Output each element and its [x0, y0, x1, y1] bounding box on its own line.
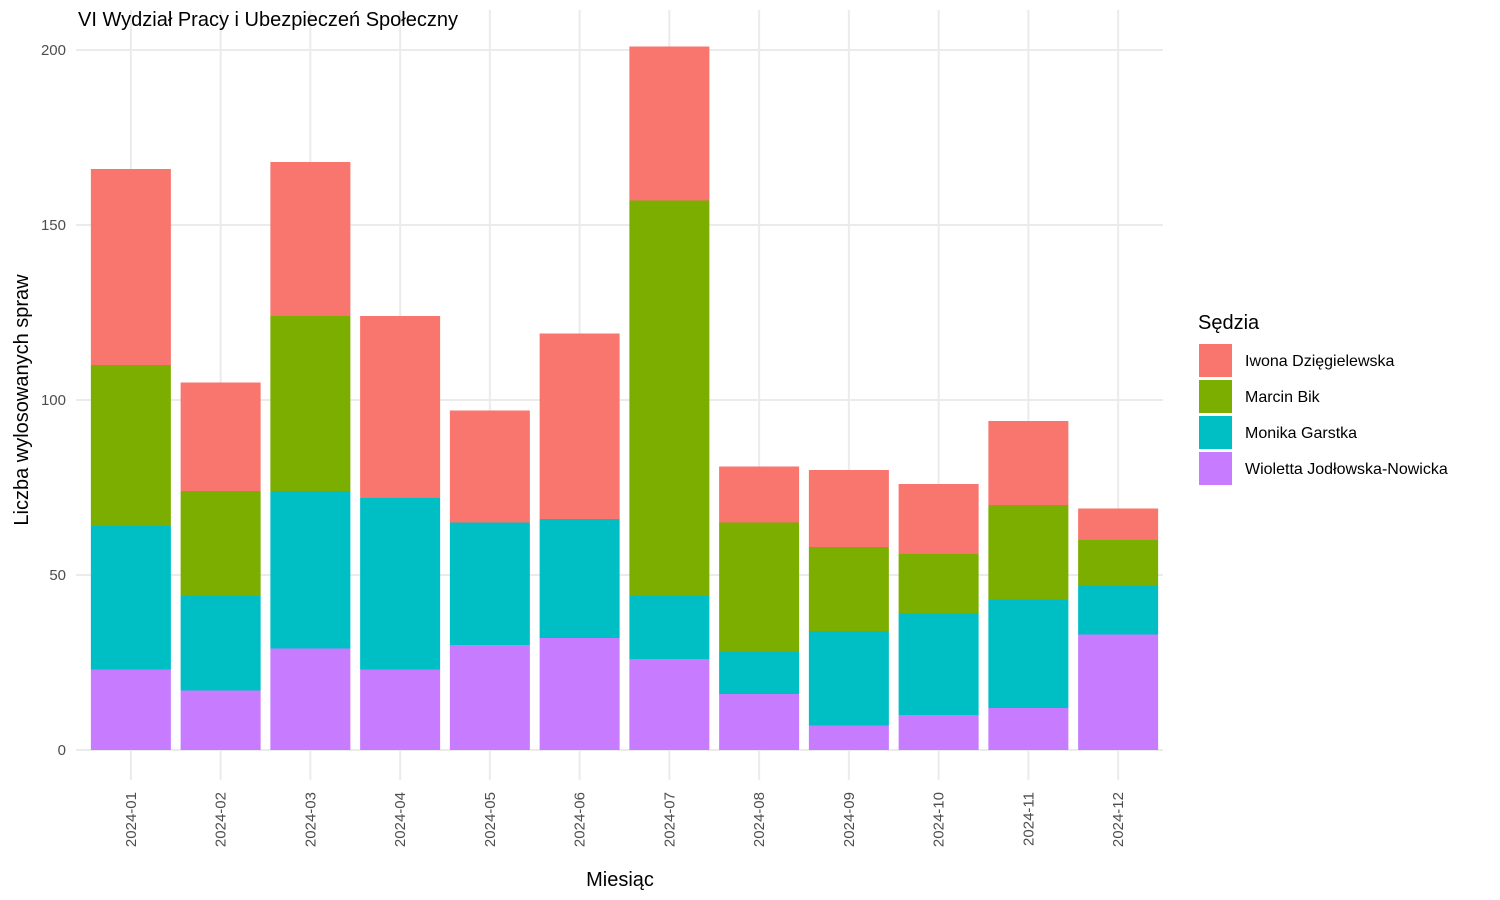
bar-segment [539, 519, 620, 638]
bar-segment [270, 648, 351, 750]
y-axis-ticks: 0 50 100 150 200 [41, 42, 66, 759]
y-tick-label: 50 [49, 567, 66, 584]
bar-segment [539, 333, 620, 519]
bar-segment [719, 694, 800, 750]
legend-swatch [1199, 344, 1232, 377]
x-tick-label: 2024-01 [123, 792, 140, 847]
bar-segment [719, 652, 800, 694]
x-tick-label: 2024-08 [751, 792, 768, 847]
legend-label: Iwona Dzięgielewska [1245, 353, 1395, 370]
y-axis-title: Liczba wylosowanych spraw [11, 274, 33, 526]
bar-segment [988, 421, 1069, 505]
bar-segment [1078, 540, 1159, 586]
x-tick-label: 2024-03 [302, 792, 319, 847]
x-tick-label: 2024-10 [931, 792, 948, 847]
bar-segment [629, 200, 710, 596]
legend: Sędzia Iwona Dzięgielewska Marcin Bik Moni… [1198, 312, 1448, 485]
x-axis-title: Miesiąc [586, 869, 654, 891]
bar-segment [988, 599, 1069, 708]
bar-segment [719, 466, 800, 523]
legend-swatch [1199, 416, 1232, 449]
y-tick-label: 100 [41, 392, 66, 409]
bar-segment [180, 491, 261, 596]
bar-segment [898, 554, 979, 614]
y-tick-label: 150 [41, 217, 66, 234]
bar-segment [449, 410, 530, 523]
legend-title: Sędzia [1198, 312, 1260, 334]
legend-label: Monika Garstka [1245, 425, 1357, 442]
bar-segment [988, 505, 1069, 600]
bar-segment [808, 725, 889, 750]
bar-segment [539, 638, 620, 750]
bar-segment [270, 491, 351, 649]
bar-segment [1078, 634, 1159, 750]
bar-segment [629, 596, 710, 659]
x-tick-label: 2024-09 [841, 792, 858, 847]
bar-segment [449, 522, 530, 645]
y-tick-label: 0 [58, 742, 66, 759]
x-tick-label: 2024-11 [1020, 792, 1037, 846]
bar-segment [808, 470, 889, 547]
legend-label: Wioletta Jodłowska-Nowicka [1245, 461, 1448, 478]
x-tick-label: 2024-05 [482, 792, 499, 847]
bar-segment [629, 46, 710, 201]
bar-segment [360, 498, 441, 670]
bars [90, 46, 1159, 750]
chart-title: VI Wydział Pracy i Ubezpieczeń Społeczny [78, 9, 458, 31]
bar-segment [270, 162, 351, 316]
bar-segment [988, 708, 1069, 750]
bar-segment [719, 522, 800, 652]
bar-segment [180, 690, 261, 750]
bar-segment [808, 631, 889, 726]
bar-segment [270, 316, 351, 491]
x-axis-ticks: 2024-01 2024-02 2024-03 2024-04 2024-05 2024-… [123, 792, 1127, 847]
x-tick-label: 2024-12 [1110, 792, 1127, 847]
bar-segment [898, 484, 979, 554]
bar-segment [360, 316, 441, 498]
bar-segment [360, 669, 441, 750]
x-tick-label: 2024-06 [572, 792, 589, 847]
legend-label: Marcin Bik [1245, 389, 1321, 406]
bar-segment [90, 669, 171, 750]
bar-segment [180, 382, 261, 491]
bar-segment [808, 547, 889, 631]
legend-swatch [1199, 452, 1232, 485]
bar-segment [1078, 508, 1159, 540]
bar-segment [90, 169, 171, 365]
x-tick-label: 2024-02 [213, 792, 230, 847]
bar-segment [90, 365, 171, 526]
y-tick-label: 200 [41, 42, 66, 59]
legend-swatch [1199, 380, 1232, 413]
bar-segment [449, 645, 530, 750]
x-tick-label: 2024-04 [392, 792, 409, 847]
bar-segment [898, 715, 979, 750]
bar-segment [90, 526, 171, 670]
x-tick-label: 2024-07 [661, 792, 678, 847]
bar-segment [898, 613, 979, 715]
bar-segment [180, 596, 261, 691]
bar-segment [629, 659, 710, 750]
bar-segment [1078, 585, 1159, 635]
